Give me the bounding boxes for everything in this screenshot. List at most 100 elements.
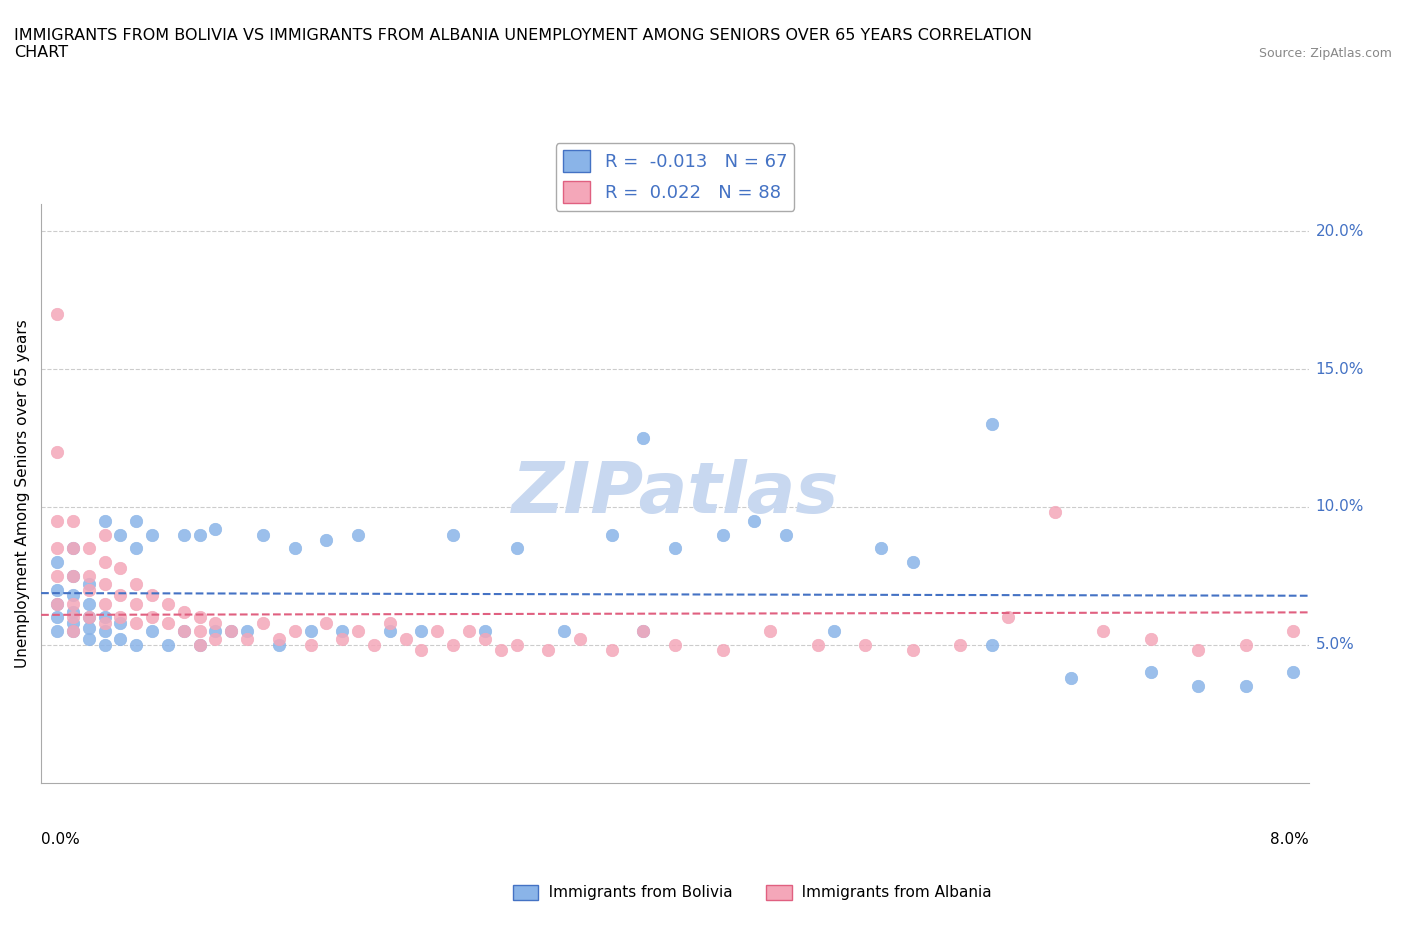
Point: [458, 624, 481, 639]
Point: [93, 554, 115, 569]
Point: [46, 554, 69, 569]
Point: [537, 643, 560, 658]
Point: [77, 631, 100, 646]
Point: [46, 582, 69, 597]
Point: [870, 541, 893, 556]
Point: [252, 527, 274, 542]
Y-axis label: Unemployment Among Seniors over 65 years: Unemployment Among Seniors over 65 years: [15, 319, 30, 668]
Point: [204, 631, 226, 646]
Point: [664, 541, 686, 556]
Point: [125, 616, 148, 631]
Point: [62, 604, 84, 619]
Point: [347, 624, 370, 639]
Point: [441, 527, 464, 542]
Point: [141, 610, 163, 625]
Point: [378, 624, 401, 639]
Point: [93, 616, 115, 631]
Point: [110, 588, 132, 603]
Point: [46, 513, 69, 528]
Point: [110, 610, 132, 625]
Point: [77, 621, 100, 636]
Point: [46, 568, 69, 583]
Point: [62, 588, 84, 603]
Text: 15.0%: 15.0%: [1316, 362, 1364, 377]
Point: [77, 610, 100, 625]
Point: [853, 637, 876, 652]
Point: [93, 596, 115, 611]
Point: [62, 568, 84, 583]
Point: [46, 624, 69, 639]
Point: [1234, 637, 1257, 652]
Point: [93, 527, 115, 542]
Point: [62, 624, 84, 639]
Point: [1376, 631, 1399, 646]
Point: [46, 610, 69, 625]
Point: [188, 527, 211, 542]
Point: [1187, 679, 1209, 694]
Point: [441, 637, 464, 652]
Point: [188, 624, 211, 639]
Point: [505, 541, 527, 556]
Point: [1330, 637, 1353, 652]
Text: 8.0%: 8.0%: [1270, 832, 1309, 847]
Point: [110, 616, 132, 631]
Point: [125, 541, 148, 556]
Point: [46, 306, 69, 321]
Point: [46, 445, 69, 459]
Point: [77, 577, 100, 591]
Point: [569, 631, 592, 646]
Point: [62, 616, 84, 631]
Point: [489, 643, 512, 658]
Point: [173, 604, 195, 619]
Text: IMMIGRANTS FROM BOLIVIA VS IMMIGRANTS FROM ALBANIA UNEMPLOYMENT AMONG SENIORS OV: IMMIGRANTS FROM BOLIVIA VS IMMIGRANTS FR…: [14, 28, 1032, 60]
Point: [600, 643, 623, 658]
Point: [156, 596, 179, 611]
Point: [981, 417, 1004, 432]
Point: [204, 616, 226, 631]
Point: [1092, 624, 1115, 639]
Legend: R =  -0.013   N = 67, R =  0.022   N = 88: R = -0.013 N = 67, R = 0.022 N = 88: [555, 143, 794, 210]
Point: [299, 637, 322, 652]
Point: [62, 596, 84, 611]
Point: [125, 577, 148, 591]
Point: [204, 522, 226, 537]
Point: [363, 637, 385, 652]
Point: [93, 610, 115, 625]
Point: [173, 624, 195, 639]
Point: [664, 637, 686, 652]
Point: [125, 637, 148, 652]
Point: [553, 624, 575, 639]
Point: [411, 643, 433, 658]
Point: [62, 513, 84, 528]
Point: [315, 616, 337, 631]
Point: [395, 631, 418, 646]
Point: [204, 624, 226, 639]
Point: [141, 588, 163, 603]
Point: [110, 527, 132, 542]
Point: [156, 637, 179, 652]
Point: [188, 637, 211, 652]
Point: [1187, 643, 1209, 658]
Point: [125, 513, 148, 528]
Point: [347, 527, 370, 542]
Point: [93, 637, 115, 652]
Point: [759, 624, 782, 639]
Point: [267, 637, 290, 652]
Point: [1060, 671, 1083, 685]
Point: [46, 596, 69, 611]
Point: [188, 637, 211, 652]
Point: [823, 624, 845, 639]
Point: [315, 533, 337, 548]
Point: [600, 527, 623, 542]
Point: [156, 616, 179, 631]
Text: 5.0%: 5.0%: [1316, 637, 1354, 652]
Point: [62, 541, 84, 556]
Text: 10.0%: 10.0%: [1316, 499, 1364, 514]
Point: [474, 631, 496, 646]
Point: [236, 624, 259, 639]
Point: [62, 541, 84, 556]
Text: Source: ZipAtlas.com: Source: ZipAtlas.com: [1258, 46, 1392, 60]
Point: [93, 624, 115, 639]
Text: Immigrants from Bolivia: Immigrants from Bolivia: [534, 885, 733, 900]
Point: [221, 624, 243, 639]
